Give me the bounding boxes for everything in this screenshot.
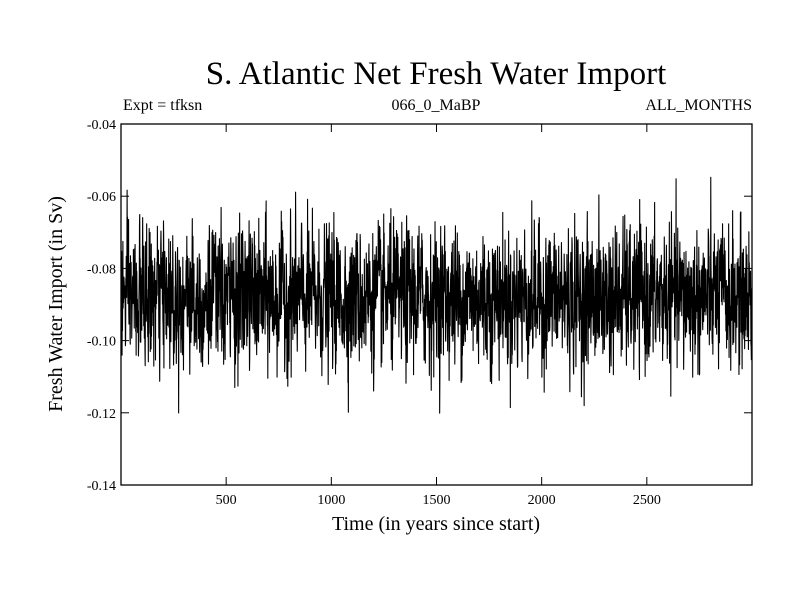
experiment-label: Expt = tfksn: [123, 97, 202, 114]
x-tick-label: 1500: [423, 493, 451, 508]
y-tick-label: -0.08: [87, 262, 116, 277]
x-axis: 500 1000 1500 2000 2500: [216, 124, 661, 508]
y-tick-label: -0.06: [87, 190, 116, 205]
x-tick-label: 2500: [633, 493, 661, 508]
series-layer: [120, 176, 753, 414]
y-tick-label: -0.10: [87, 335, 116, 350]
x-tick-label: 1000: [317, 493, 345, 508]
x-tick-label: 500: [216, 493, 237, 508]
y-axis-label: Fresh Water Import (in Sv): [45, 196, 67, 412]
y-axis: -0.14 -0.12 -0.10 -0.08 -0.06 -0.04: [87, 118, 752, 494]
y-tick-label: -0.12: [87, 407, 116, 422]
y-tick-label: -0.04: [87, 118, 116, 133]
run-label: 066_0_MaBP: [392, 97, 481, 114]
x-axis-label: Time (in years since start): [332, 513, 540, 535]
series-line: [120, 176, 753, 414]
chart-title: S. Atlantic Net Fresh Water Import: [206, 56, 667, 92]
x-tick-label: 2000: [528, 493, 556, 508]
y-tick-label: -0.14: [87, 479, 116, 494]
months-label: ALL_MONTHS: [645, 97, 752, 114]
